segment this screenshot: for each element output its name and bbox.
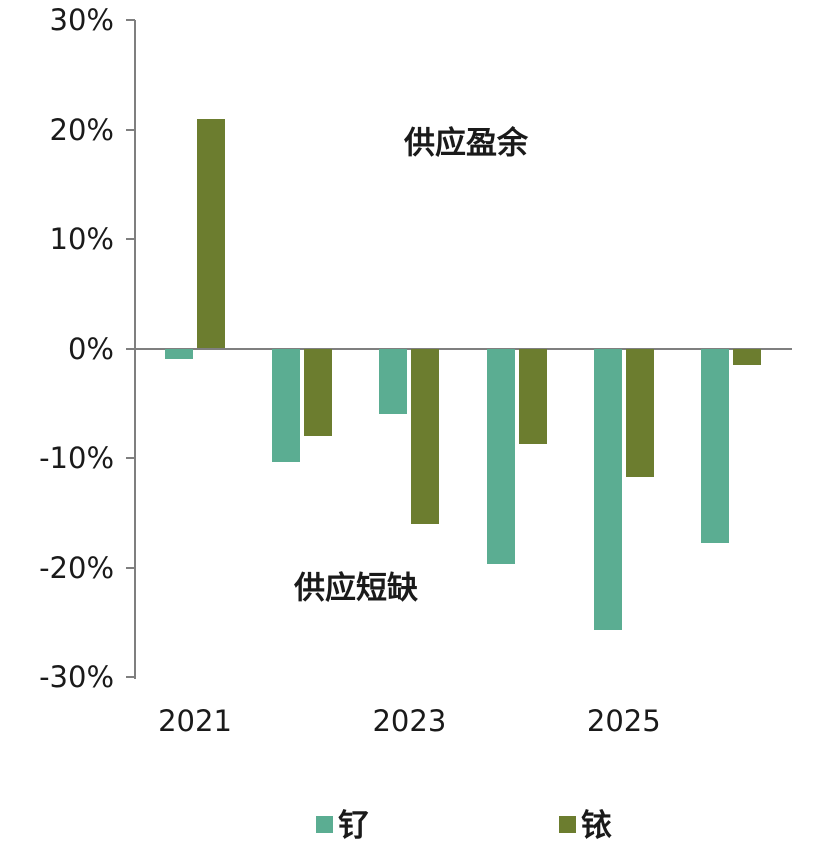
bar-ruthenium-2022 [272,348,301,463]
bar-ruthenium-2021 [165,348,193,360]
bar-iridium-2021 [197,118,225,349]
bar-ruthenium-2023 [379,348,408,415]
y-tick--30 [126,676,135,678]
y-axis-label-10: 10% [49,222,114,256]
legend-label-iridium: 铱 [581,808,612,844]
y-axis-label--30: -30% [39,660,114,694]
y-tick--10 [126,457,135,459]
legend-swatch-iridium [559,816,576,833]
bar-iridium-2024 [518,348,547,444]
y-axis-label-30: 30% [49,3,114,37]
y-axis-label-20: 20% [49,112,114,147]
x-axis-label-2021: 2021 [158,704,232,738]
bar-ruthenium-2024 [486,348,515,565]
bar-iridium-2026 [733,348,761,365]
y-tick-30 [126,19,135,21]
legend: 钌 铱 [135,800,793,845]
y-tick--20 [126,566,135,569]
annotation-supply-surplus: 供应盈余 [404,125,528,162]
y-axis-label-0: 0% [67,331,114,366]
bar-iridium-2025 [625,348,654,477]
legend-swatch-ruthenium [316,816,333,833]
y-axis-label--20: -20% [39,550,114,585]
bar-iridium-2022 [304,348,333,437]
y-axis-label--10: -10% [39,441,114,475]
bar-ruthenium-2025 [593,348,622,630]
y-axis-line [134,20,136,679]
legend-item-ruthenium: 钌 [316,800,369,845]
y-tick-0 [126,347,135,350]
zero-baseline [134,347,792,350]
y-tick-10 [126,238,135,240]
bar-iridium-2023 [411,348,440,524]
y-tick-20 [126,128,135,131]
bar-ruthenium-2026 [701,348,729,544]
x-axis-label-2023: 2023 [372,704,447,738]
x-axis-label-2025: 2025 [586,704,661,738]
legend-label-ruthenium: 钌 [338,808,369,844]
legend-item-iridium: 铱 [559,800,612,845]
annotation-supply-shortage: 供应短缺 [294,570,418,607]
